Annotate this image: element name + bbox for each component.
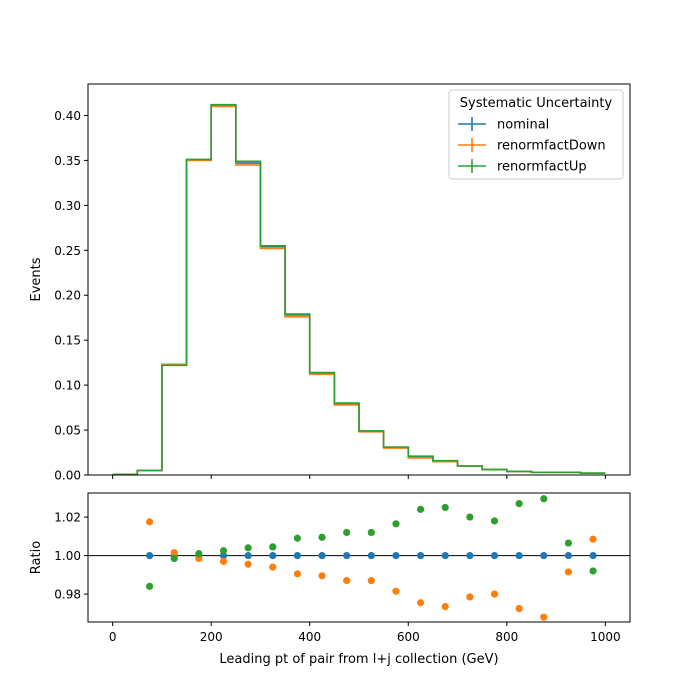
x-axis-ticks [112,475,606,479]
ratio-point [269,543,277,551]
ratio-point [269,551,277,560]
main-histogram-panel: 0.00 0.05 0.10 0.15 0.20 0.25 0.30 0.35 0.40 Eve… [29,83,631,483]
legend-label: nominal [497,118,549,133]
ratio-y-axis-label: Ratio [29,541,44,574]
ratio-point [564,539,573,547]
histogram-renormfactUp [112,103,606,476]
y-axis-ticks: 0.00 0.05 0.10 0.15 0.20 0.25 0.30 0.35 0.40 [54,109,88,483]
ratio-y-axis-ticks: 0.98 1.00 1.02 [54,511,88,602]
ratio-point [416,599,425,607]
ratio-y-tick-label: 0.98 [54,588,81,602]
ratio-point [564,568,573,576]
legend-box [448,89,624,180]
ratio-point [589,567,597,575]
ratio-point [318,551,326,560]
ratio-plot-frame [87,492,631,623]
y-tick-label: 0.05 [54,424,81,438]
x-tick-label: 600 [397,630,420,644]
ratio-point [515,551,523,560]
x-tick-label: 800 [495,630,518,644]
ratio-point [367,577,375,585]
ratio-point [293,551,302,560]
ratio-point [244,560,252,568]
legend-item-renormfactUp: renormfactUp [458,159,587,175]
ratio-point [219,557,228,565]
y-tick-label: 0.30 [54,199,81,213]
ratio-point [589,551,597,560]
ratio-point [392,551,400,560]
ratio-point [145,582,154,590]
ratio-point [441,551,449,560]
ratio-point [540,551,548,560]
x-tick-label: 0 [109,630,117,644]
ratio-points-renormfactUp [145,495,597,590]
x-axis-label: Leading pt of pair from l+j collection (… [219,652,498,667]
ratio-y-tick-label: 1.00 [54,549,81,563]
x-tick-label: 400 [298,630,321,644]
ratio-point [416,551,425,560]
ratio-point [466,593,474,601]
x-tick-label: 1000 [590,630,621,644]
histogram-line-renormfactUp [112,103,606,476]
legend-title: Systematic Uncertainty [460,96,613,111]
x-tick-label: 200 [200,630,223,644]
main-plot-frame [87,83,631,476]
ratio-point [490,551,499,560]
y-tick-label: 0.10 [54,379,81,393]
ratio-point [367,528,375,537]
ratio-point [416,505,425,513]
ratio-point [244,544,252,552]
ratio-point [145,551,154,560]
ratio-point [219,547,228,555]
ratio-point [515,499,523,508]
y-tick-label: 0.40 [54,109,81,123]
ratio-point [318,572,326,580]
ratio-y-tick-label: 1.02 [54,511,81,525]
ratio-point [466,513,474,521]
ratio-point [441,503,449,512]
ratio-point [244,551,252,560]
legend-item-renormfactDown: renormfactDown [458,138,606,154]
y-tick-label: 0.25 [54,244,81,258]
legend-item-nominal: nominal [458,117,549,133]
legend: Systematic Uncertainty nominal renormfactD… [448,89,624,180]
ratio-series [145,495,597,621]
ratio-point [145,518,154,526]
histogram-series [112,103,606,476]
ratio-point [490,590,499,598]
ratio-point [318,533,326,541]
ratio-point [343,551,351,560]
ratio-point [170,554,178,563]
ratio-x-axis-ticks: 0 200 400 600 800 1000 [109,622,621,644]
ratio-panel: 0.98 1.00 1.02 0 200 400 600 800 1000 Ratio Lea… [29,492,631,667]
ratio-point [441,602,449,611]
ratio-point [466,551,474,560]
ratio-point [343,577,351,585]
ratio-point [367,551,375,560]
ratio-point [293,534,302,542]
y-tick-label: 0.20 [54,289,81,303]
legend-label: renormfactDown [497,139,606,154]
ratio-point [392,587,400,595]
ratio-point [343,528,351,537]
ratio-point [170,549,178,557]
y-tick-label: 0.00 [54,469,81,483]
ratio-point [564,551,573,560]
ratio-point [392,520,400,528]
legend-label: renormfactUp [497,160,587,175]
ratio-point [540,495,548,503]
ratio-point [540,613,548,621]
ratio-point [589,535,597,543]
ratio-points-renormfactDown [145,518,597,621]
ratio-point [490,517,499,525]
y-tick-label: 0.15 [54,334,81,348]
ratio-point [293,570,302,578]
y-tick-label: 0.35 [54,154,81,168]
ratio-point [515,604,523,613]
y-axis-label: Events [29,257,44,301]
ratio-point [269,563,277,571]
ratio-point [195,550,203,558]
